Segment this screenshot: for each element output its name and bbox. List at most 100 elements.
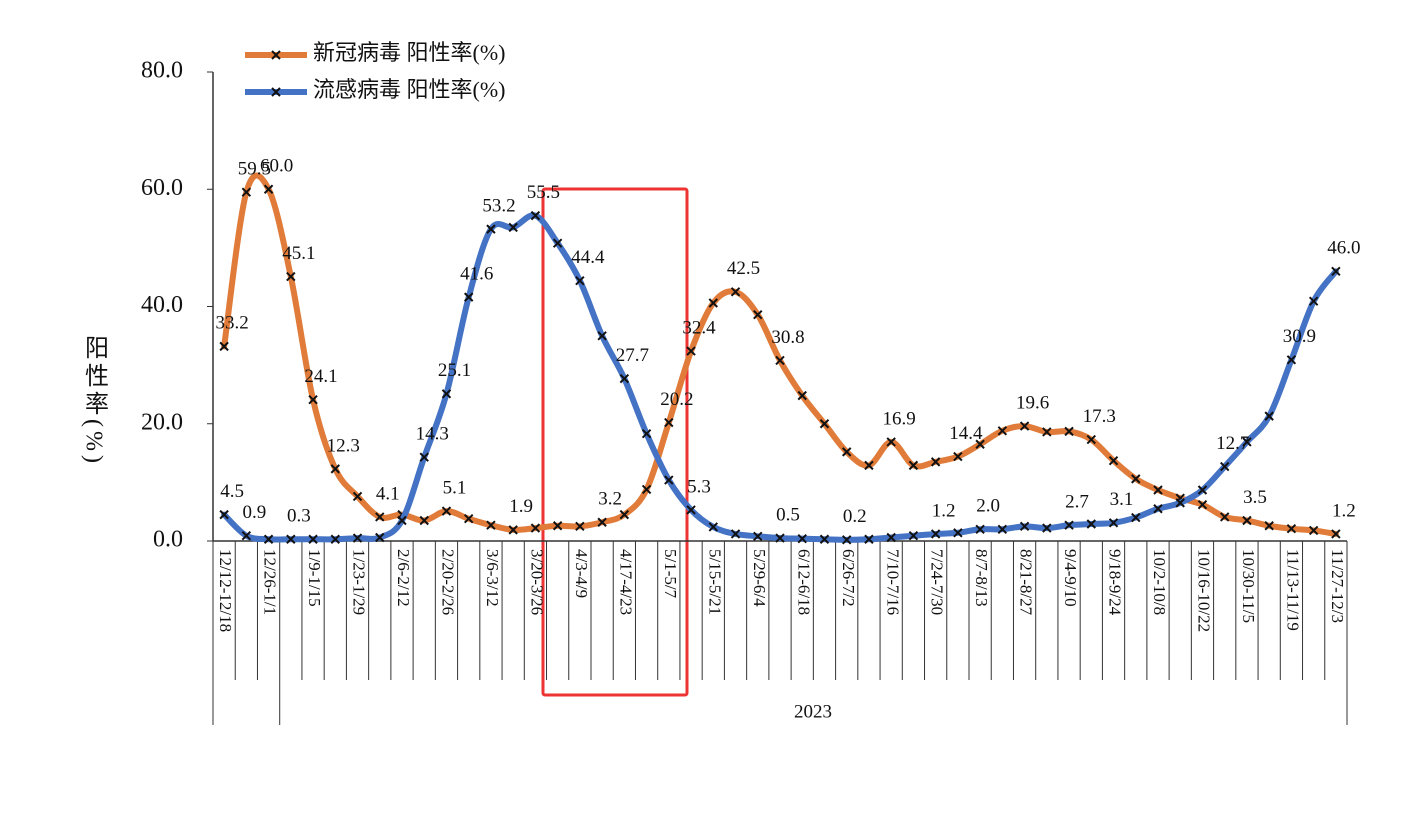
x-tick-label: 8/21-8/27 <box>1017 549 1036 616</box>
data-label: 3.1 <box>1110 489 1134 510</box>
data-label: 0.3 <box>287 506 311 527</box>
marker <box>886 437 896 447</box>
data-label: 0.5 <box>776 504 800 525</box>
x-tick-label: 3/20-3/26 <box>528 549 547 615</box>
marker <box>953 528 963 538</box>
marker <box>841 447 852 457</box>
marker <box>641 484 652 495</box>
marker <box>1131 474 1141 484</box>
data-label: 16.9 <box>883 408 916 429</box>
marker <box>575 521 585 532</box>
marker <box>530 523 541 533</box>
data-label: 14.4 <box>949 423 983 444</box>
marker <box>1331 529 1341 539</box>
marker <box>975 439 985 449</box>
marker <box>241 531 252 541</box>
marker <box>352 491 363 502</box>
marker <box>1242 437 1252 447</box>
x-tick-label: 7/24-7/30 <box>928 549 947 615</box>
marker <box>797 533 807 544</box>
marker <box>352 533 363 543</box>
marker <box>1242 515 1252 526</box>
marker <box>753 531 763 542</box>
data-label: 25.1 <box>438 360 471 381</box>
marker <box>753 309 763 320</box>
x-tick-label: 4/17-4/23 <box>616 549 635 615</box>
legend-marker <box>271 50 281 60</box>
marker <box>953 451 963 462</box>
marker <box>730 529 741 539</box>
x-tick-label: 10/16-10/22 <box>1195 549 1214 632</box>
x-tick-label: 6/26-7/2 <box>839 549 858 607</box>
y-tick-label: 40.0 <box>141 292 183 318</box>
data-label: 30.8 <box>771 327 804 348</box>
x-tick-label: 5/1-5/7 <box>661 549 680 599</box>
marker <box>263 184 274 194</box>
marker <box>308 395 318 405</box>
marker <box>330 534 341 544</box>
series-line <box>221 212 1339 543</box>
marker <box>619 373 630 384</box>
marker <box>1286 355 1297 365</box>
data-label: 55.5 <box>527 182 560 203</box>
marker <box>419 515 429 526</box>
marker <box>1019 421 1030 431</box>
data-label: 0.2 <box>843 506 867 527</box>
marker <box>397 515 407 526</box>
data-label: 60.0 <box>260 156 293 177</box>
marker <box>286 534 296 544</box>
marker <box>908 460 919 471</box>
marker <box>1153 485 1163 495</box>
marker <box>797 390 807 401</box>
data-label: 2.7 <box>1065 492 1089 513</box>
marker <box>375 532 385 543</box>
data-label: 1.2 <box>1332 500 1356 521</box>
legend-marker <box>271 87 281 97</box>
marker <box>1042 427 1052 437</box>
data-label: 44.4 <box>571 247 605 268</box>
marker <box>219 509 229 520</box>
marker <box>419 452 429 462</box>
marker <box>530 210 541 221</box>
marker <box>664 475 674 485</box>
x-tick-label: 1/9-1/15 <box>305 549 324 607</box>
group-label: 2023 <box>794 701 832 722</box>
marker <box>1197 499 1208 510</box>
data-label: 3.5 <box>1243 487 1267 508</box>
marker <box>886 532 896 543</box>
marker <box>308 534 318 544</box>
marker <box>1286 523 1297 534</box>
x-tick-label: 5/29-6/4 <box>750 549 769 607</box>
marker <box>930 529 941 539</box>
data-label: 14.3 <box>416 424 449 445</box>
marker <box>375 512 385 522</box>
marker <box>730 287 741 297</box>
marker <box>552 521 563 531</box>
x-tick-label: 8/7-8/13 <box>972 549 991 607</box>
marker <box>1264 411 1274 421</box>
data-label: 32.4 <box>682 317 716 338</box>
x-tick-label: 4/3-4/9 <box>572 549 591 598</box>
marker <box>1064 426 1074 437</box>
data-label: 4.5 <box>220 481 244 502</box>
x-tick-label: 5/15-5/21 <box>705 549 724 615</box>
marker <box>1086 519 1096 529</box>
x-tick-label: 3/6-3/12 <box>483 549 502 607</box>
marker <box>1331 266 1341 277</box>
marker <box>841 535 852 545</box>
marker <box>1064 520 1074 530</box>
marker <box>1308 296 1319 306</box>
x-tick-label: 10/30-11/5 <box>1239 549 1258 623</box>
data-label: 24.1 <box>304 366 337 387</box>
legend-label: 新冠病毒 阳性率(%) <box>313 40 505 65</box>
marker <box>219 341 229 352</box>
marker <box>1308 525 1319 536</box>
marker <box>552 238 563 248</box>
data-label: 2.0 <box>976 496 1000 517</box>
marker <box>664 417 674 428</box>
marker <box>508 525 518 535</box>
marker <box>1108 455 1119 466</box>
marker <box>1019 521 1030 532</box>
marker <box>1264 521 1274 531</box>
